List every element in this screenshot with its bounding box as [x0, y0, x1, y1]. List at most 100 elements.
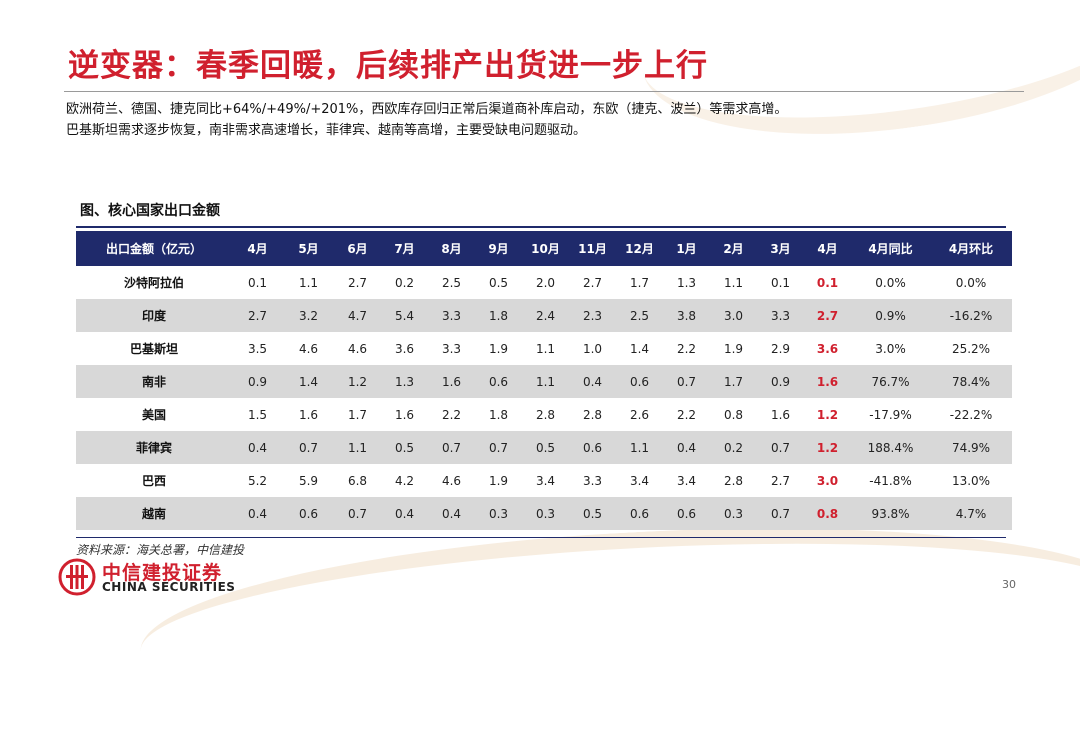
- table-header-cell: 4月: [232, 231, 283, 266]
- latest-month-cell: 1.2: [804, 431, 851, 464]
- value-cell: 0.4: [663, 431, 710, 464]
- value-cell: 0.4: [428, 497, 475, 530]
- value-cell: 3.4: [663, 464, 710, 497]
- value-cell: 0.7: [283, 431, 334, 464]
- value-cell: 0.4: [232, 431, 283, 464]
- value-cell: 3.2: [283, 299, 334, 332]
- value-cell: 4.7: [334, 299, 381, 332]
- table-row: 沙特阿拉伯 0.1 1.1 2.7 0.2 2.5 0.5 2.0 2.7 1.7 1.3 1.1 0.…: [76, 266, 1012, 299]
- value-cell: 2.7: [569, 266, 616, 299]
- table-header-cell: 7月: [381, 231, 428, 266]
- value-cell: 0.4: [232, 497, 283, 530]
- value-cell: 1.1: [334, 431, 381, 464]
- value-cell: 2.8: [569, 398, 616, 431]
- value-cell: 3.3: [569, 464, 616, 497]
- slide-description: 欧洲荷兰、德国、捷克同比+64%/+49%/+201%，西欧库存回归正常后渠道商…: [66, 99, 787, 141]
- country-cell: 印度: [76, 299, 232, 332]
- value-cell: 0.0%: [851, 266, 930, 299]
- value-cell: 0.7: [428, 431, 475, 464]
- value-cell: 1.5: [232, 398, 283, 431]
- table-row: 菲律宾 0.4 0.7 1.1 0.5 0.7 0.7 0.5 0.6 1.1 0.4 0.2 0.7 1…: [76, 431, 1012, 464]
- description-line-2: 巴基斯坦需求逐步恢复，南非需求高速增长，菲律宾、越南等高增，主要受缺电问题驱动。: [66, 123, 587, 138]
- value-cell: 0.8: [710, 398, 757, 431]
- value-cell: 74.9%: [930, 431, 1012, 464]
- value-cell: 1.3: [663, 266, 710, 299]
- value-cell: 1.4: [616, 332, 663, 365]
- latest-month-cell: 2.7: [804, 299, 851, 332]
- value-cell: 25.2%: [930, 332, 1012, 365]
- latest-month-cell: 0.1: [804, 266, 851, 299]
- value-cell: 4.6: [283, 332, 334, 365]
- latest-month-cell: 3.6: [804, 332, 851, 365]
- figure-top-rule: [76, 226, 1006, 228]
- value-cell: 2.2: [428, 398, 475, 431]
- table-header-cell: 6月: [334, 231, 381, 266]
- table-header-cell: 1月: [663, 231, 710, 266]
- value-cell: 0.3: [475, 497, 522, 530]
- country-cell: 南非: [76, 365, 232, 398]
- decorative-swoosh-bottom: [135, 505, 1080, 744]
- value-cell: 0.5: [475, 266, 522, 299]
- table-header-cell: 10月: [522, 231, 569, 266]
- value-cell: 4.7%: [930, 497, 1012, 530]
- value-cell: -16.2%: [930, 299, 1012, 332]
- table-row: 南非 0.9 1.4 1.2 1.3 1.6 0.6 1.1 0.4 0.6 0.7 1.7 0.9 1.…: [76, 365, 1012, 398]
- source-note: 资料来源：海关总署，中信建投: [76, 543, 245, 557]
- value-cell: 1.6: [757, 398, 804, 431]
- citic-logo-icon: [58, 558, 96, 596]
- figure-bottom-rule: [76, 537, 1006, 538]
- value-cell: 0.9%: [851, 299, 930, 332]
- value-cell: 0.3: [710, 497, 757, 530]
- value-cell: 3.5: [232, 332, 283, 365]
- value-cell: 1.8: [475, 299, 522, 332]
- value-cell: 1.6: [283, 398, 334, 431]
- table-header-cell: 9月: [475, 231, 522, 266]
- table-header-cell: 4月: [804, 231, 851, 266]
- value-cell: 4.6: [428, 464, 475, 497]
- value-cell: 0.4: [381, 497, 428, 530]
- value-cell: -41.8%: [851, 464, 930, 497]
- value-cell: 0.7: [757, 497, 804, 530]
- value-cell: 0.6: [475, 365, 522, 398]
- value-cell: 0.1: [757, 266, 804, 299]
- description-line-1: 欧洲荷兰、德国、捷克同比+64%/+49%/+201%，西欧库存回归正常后渠道商…: [66, 102, 788, 117]
- country-cell: 巴西: [76, 464, 232, 497]
- value-cell: 6.8: [334, 464, 381, 497]
- table-row: 越南 0.4 0.6 0.7 0.4 0.4 0.3 0.3 0.5 0.6 0.6 0.3 0.7 0.…: [76, 497, 1012, 530]
- value-cell: 1.1: [522, 365, 569, 398]
- value-cell: 0.2: [710, 431, 757, 464]
- value-cell: 1.1: [616, 431, 663, 464]
- value-cell: 1.1: [522, 332, 569, 365]
- table-header-cell: 8月: [428, 231, 475, 266]
- country-cell: 菲律宾: [76, 431, 232, 464]
- value-cell: 2.5: [428, 266, 475, 299]
- value-cell: 1.3: [381, 365, 428, 398]
- table-header-cell: 2月: [710, 231, 757, 266]
- value-cell: 3.3: [428, 299, 475, 332]
- value-cell: 1.0: [569, 332, 616, 365]
- latest-month-cell: 1.2: [804, 398, 851, 431]
- value-cell: 1.2: [334, 365, 381, 398]
- value-cell: 1.9: [475, 464, 522, 497]
- value-cell: 2.0: [522, 266, 569, 299]
- country-cell: 美国: [76, 398, 232, 431]
- value-cell: 2.5: [616, 299, 663, 332]
- value-cell: 0.5: [381, 431, 428, 464]
- table-header-cell: 4月同比: [851, 231, 930, 266]
- value-cell: 0.4: [569, 365, 616, 398]
- value-cell: 3.6: [381, 332, 428, 365]
- value-cell: 78.4%: [930, 365, 1012, 398]
- value-cell: 0.6: [663, 497, 710, 530]
- logo-english-text: CHINA SECURITIES: [102, 580, 236, 594]
- export-amount-table: 出口金额（亿元） 4月 5月 6月 7月 8月 9月 10月 11月 12月 1月 2月 3月 4月 4月同…: [76, 231, 1012, 530]
- table-header-row: 出口金额（亿元） 4月 5月 6月 7月 8月 9月 10月 11月 12月 1月 2月 3月 4月 4月同…: [76, 231, 1012, 266]
- country-cell: 越南: [76, 497, 232, 530]
- value-cell: 3.4: [616, 464, 663, 497]
- value-cell: 2.8: [710, 464, 757, 497]
- value-cell: 5.9: [283, 464, 334, 497]
- value-cell: 2.6: [616, 398, 663, 431]
- table-header-cell: 出口金额（亿元）: [76, 231, 232, 266]
- value-cell: 2.7: [232, 299, 283, 332]
- value-cell: 3.0: [710, 299, 757, 332]
- table-header-cell: 4月环比: [930, 231, 1012, 266]
